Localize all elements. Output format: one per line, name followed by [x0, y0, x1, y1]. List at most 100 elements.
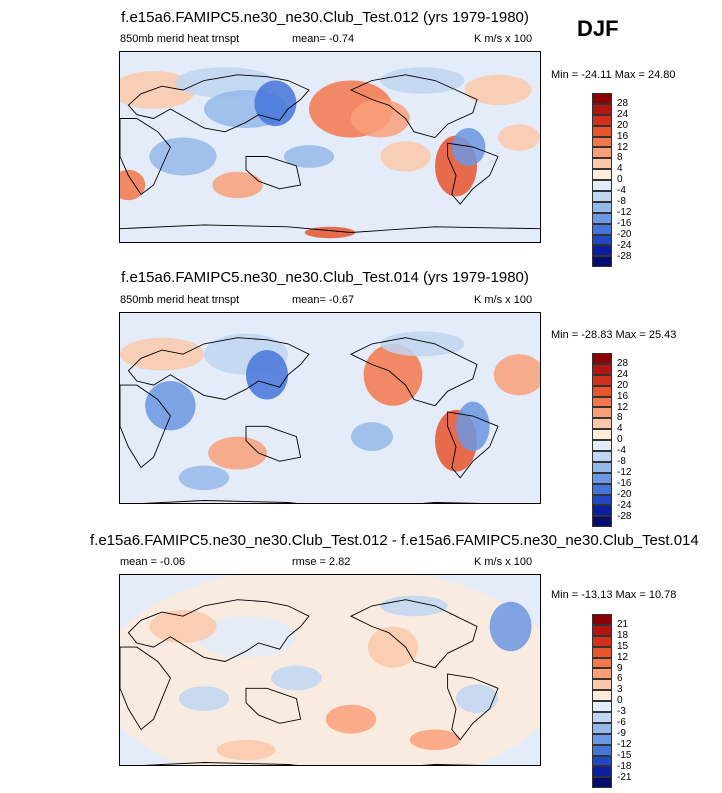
colorbar-label: -24 — [617, 239, 632, 251]
colorbar-swatch — [592, 212, 612, 224]
field-contour-region — [351, 422, 393, 452]
colorbar-label: 6 — [617, 673, 623, 685]
colorbar-swatch — [592, 733, 612, 745]
colorbar-label: 24 — [617, 108, 629, 120]
colorbar-swatch — [592, 712, 612, 723]
field-contour-region — [120, 169, 146, 201]
panel-3-rmse-label: rmse = 2.82 — [292, 556, 351, 568]
colorbar-swatch — [592, 624, 612, 636]
colorbar-label: -8 — [617, 456, 626, 467]
colorbar-label: 3 — [617, 684, 623, 696]
field-contour-region — [380, 67, 465, 94]
colorbar-swatch — [592, 418, 612, 430]
colorbar-swatch — [592, 234, 612, 246]
panel-2-min-max: Min = -28.83 Max = 25.43 — [551, 329, 677, 341]
panel-2-colorbar — [592, 353, 612, 528]
coastline — [245, 156, 302, 190]
colorbar-swatch — [592, 657, 612, 669]
colorbar-swatch — [592, 440, 612, 452]
colorbar-swatch — [592, 614, 612, 625]
colorbar-swatch — [592, 472, 612, 484]
coastline — [120, 646, 171, 731]
colorbar-label: 8 — [617, 152, 623, 164]
colorbar-swatch — [592, 103, 612, 115]
colorbar-label: -28 — [617, 250, 632, 262]
colorbar-label: 24 — [617, 368, 629, 380]
field-contour-region — [120, 575, 540, 765]
field-contour-region — [178, 686, 230, 711]
colorbar-label: -12 — [617, 206, 632, 218]
coastline — [349, 337, 478, 407]
colorbar-label: 28 — [617, 357, 629, 369]
panel-3-min-max: Min = -13.13 Max = 10.78 — [551, 589, 677, 601]
panel-1-map-svg — [120, 52, 540, 242]
season-label: DJF — [577, 16, 619, 41]
colorbar-swatch — [592, 679, 612, 691]
coastline — [349, 599, 478, 669]
coastline — [349, 74, 478, 139]
colorbar-swatch — [592, 407, 612, 419]
colorbar-swatch — [592, 505, 612, 517]
colorbar-label: -4 — [617, 445, 626, 457]
coastline — [127, 599, 310, 662]
colorbar-label: -12 — [617, 738, 632, 750]
colorbar-swatch — [592, 494, 612, 506]
panel-1-variable-label: 850mb merid heat trnspt — [120, 33, 240, 45]
colorbar-label: 9 — [617, 662, 623, 674]
colorbar-swatch — [592, 245, 612, 257]
panel-3-map — [119, 574, 541, 766]
colorbar-label: -16 — [617, 477, 632, 489]
colorbar-label: 28 — [617, 97, 629, 109]
panel-3-title: f.e15a6.FAMIPC5.ne30_ne30.Club_Test.012 … — [90, 532, 699, 549]
field-contour-region — [489, 601, 532, 652]
colorbar-swatch — [592, 668, 612, 680]
field-contour-region — [464, 74, 532, 106]
colorbar-label: 0 — [617, 434, 623, 446]
coastline — [120, 118, 171, 196]
panel-2-map-svg — [120, 313, 540, 503]
colorbar-swatch — [592, 256, 612, 268]
colorbar-label: 15 — [617, 640, 629, 652]
panel-1-map — [119, 51, 541, 243]
panel-1-min-max: Min = -24.11 Max = 24.80 — [551, 69, 676, 81]
coastline — [127, 74, 310, 133]
panel-3-map-svg — [120, 575, 540, 765]
colorbar-swatch — [592, 451, 612, 462]
coastline — [143, 500, 483, 503]
field-contour-region — [493, 354, 540, 396]
colorbar-label: 21 — [617, 618, 629, 630]
colorbar-swatch — [592, 93, 612, 104]
colorbar-swatch — [592, 374, 612, 386]
colorbar-swatch — [592, 169, 612, 181]
colorbar-swatch — [592, 646, 612, 658]
colorbar-label: 8 — [617, 412, 623, 424]
colorbar-label: -16 — [617, 217, 632, 229]
panel-3-colorbar — [592, 614, 612, 789]
field-contour-region — [178, 465, 230, 491]
field-contour-region — [367, 626, 419, 668]
coastline — [143, 762, 483, 765]
panel-2-units-label: K m/s x 100 — [474, 294, 533, 306]
colorbar-swatch — [592, 755, 612, 767]
colorbar-swatch — [592, 396, 612, 408]
field-contour-region — [456, 401, 490, 452]
coastline — [245, 687, 302, 724]
colorbar-label: -6 — [617, 717, 626, 728]
colorbar-swatch — [592, 766, 612, 778]
colorbar-swatch — [592, 690, 612, 702]
field-contour-region — [212, 171, 263, 199]
panel-1-colorbar — [592, 93, 612, 268]
panel-2-variable-label: 850mb merid heat trnspt — [120, 294, 240, 306]
field-contour-region — [254, 80, 297, 127]
panel-1-title: f.e15a6.FAMIPC5.ne30_ne30.Club_Test.012 … — [121, 9, 529, 26]
coastline — [447, 411, 499, 479]
panel-2-map — [119, 312, 541, 504]
colorbar-label: -8 — [617, 196, 626, 207]
field-contour-region — [456, 684, 498, 714]
field-contour-region — [380, 141, 431, 172]
colorbar-swatch — [592, 701, 612, 713]
colorbar-swatch — [592, 180, 612, 192]
colorbar-label: 0 — [617, 174, 623, 186]
colorbar-label: -18 — [617, 760, 632, 772]
colorbar-swatch — [592, 483, 612, 495]
